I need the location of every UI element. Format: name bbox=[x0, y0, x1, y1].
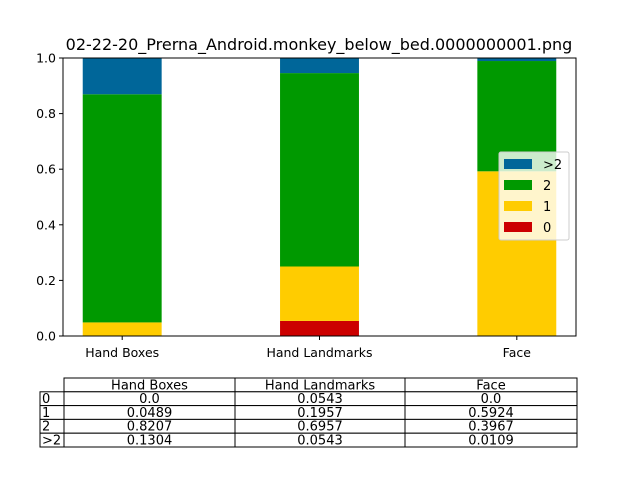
bar-hand-landmarks-series-3 bbox=[280, 58, 359, 74]
y-tick-label: 0.2 bbox=[36, 273, 56, 288]
chart-title: 02-22-20_Prerna_Android.monkey_below_bed… bbox=[66, 35, 573, 55]
table-cell-text: 0.0543 bbox=[297, 392, 343, 407]
legend-swatch bbox=[504, 159, 532, 169]
bar-hand-landmarks-series-0 bbox=[280, 320, 359, 336]
x-tick-label: Hand Boxes bbox=[85, 345, 159, 360]
bar-hand-landmarks-series-1 bbox=[280, 266, 359, 321]
legend-swatch bbox=[504, 180, 532, 190]
table-header-text: Hand Landmarks bbox=[265, 378, 376, 393]
bar-hand-boxes-series-2 bbox=[82, 94, 162, 323]
table-row-label: 1 bbox=[42, 406, 50, 421]
y-tick-label: 0.0 bbox=[36, 329, 56, 344]
legend-label: 2 bbox=[543, 179, 551, 194]
legend-swatch bbox=[504, 201, 532, 211]
y-tick-label: 0.8 bbox=[36, 106, 56, 121]
table-cell-text: 0.0109 bbox=[468, 434, 514, 449]
legend-box bbox=[498, 151, 570, 241]
table-header-text: Face bbox=[476, 378, 505, 393]
y-tick-label: 1.0 bbox=[36, 51, 56, 66]
x-axis: Hand Boxes Hand Landmarks Face bbox=[85, 336, 531, 360]
legend-label: 0 bbox=[543, 221, 551, 236]
y-tick-label: 0.4 bbox=[36, 217, 56, 232]
table-row-label: >2 bbox=[42, 434, 61, 449]
table-row-label: 2 bbox=[42, 420, 50, 435]
legend-label: 1 bbox=[543, 200, 551, 215]
bar-hand-landmarks-series-2 bbox=[280, 73, 359, 267]
bars-layer bbox=[82, 58, 557, 336]
y-tick-label: 0.6 bbox=[36, 162, 56, 177]
table-cell bbox=[404, 432, 578, 448]
x-tick-label: Face bbox=[503, 345, 532, 360]
table-cell-text: 0.3967 bbox=[468, 420, 514, 435]
table-cell-text: 0.6957 bbox=[297, 420, 343, 435]
x-tick-label: Hand Landmarks bbox=[266, 345, 372, 360]
legend: >2 2 1 0 bbox=[498, 151, 570, 241]
table-row-label: 0 bbox=[42, 392, 50, 407]
legend-swatch bbox=[504, 222, 532, 232]
legend-label: >2 bbox=[543, 158, 562, 173]
table-cell-text: 0.0 bbox=[481, 392, 502, 407]
y-axis: 0.0 0.2 0.4 0.6 0.8 1.0 bbox=[36, 51, 63, 344]
table-cell-text: 0.8207 bbox=[127, 420, 173, 435]
table-cell-text: 0.1957 bbox=[297, 406, 343, 421]
table-header-text: Hand Boxes bbox=[111, 378, 188, 393]
table-cell-text: 0.1304 bbox=[127, 434, 173, 449]
table-cell-text: 0.0543 bbox=[297, 434, 343, 449]
bar-face-series-3 bbox=[477, 58, 557, 62]
bar-hand-boxes-series-3 bbox=[82, 58, 162, 95]
table-cell-text: 0.0489 bbox=[127, 406, 173, 421]
bar-hand-boxes-series-1 bbox=[82, 322, 162, 336]
table-cell-text: 0.0 bbox=[139, 392, 160, 407]
table-cell-text: 0.5924 bbox=[468, 406, 514, 421]
